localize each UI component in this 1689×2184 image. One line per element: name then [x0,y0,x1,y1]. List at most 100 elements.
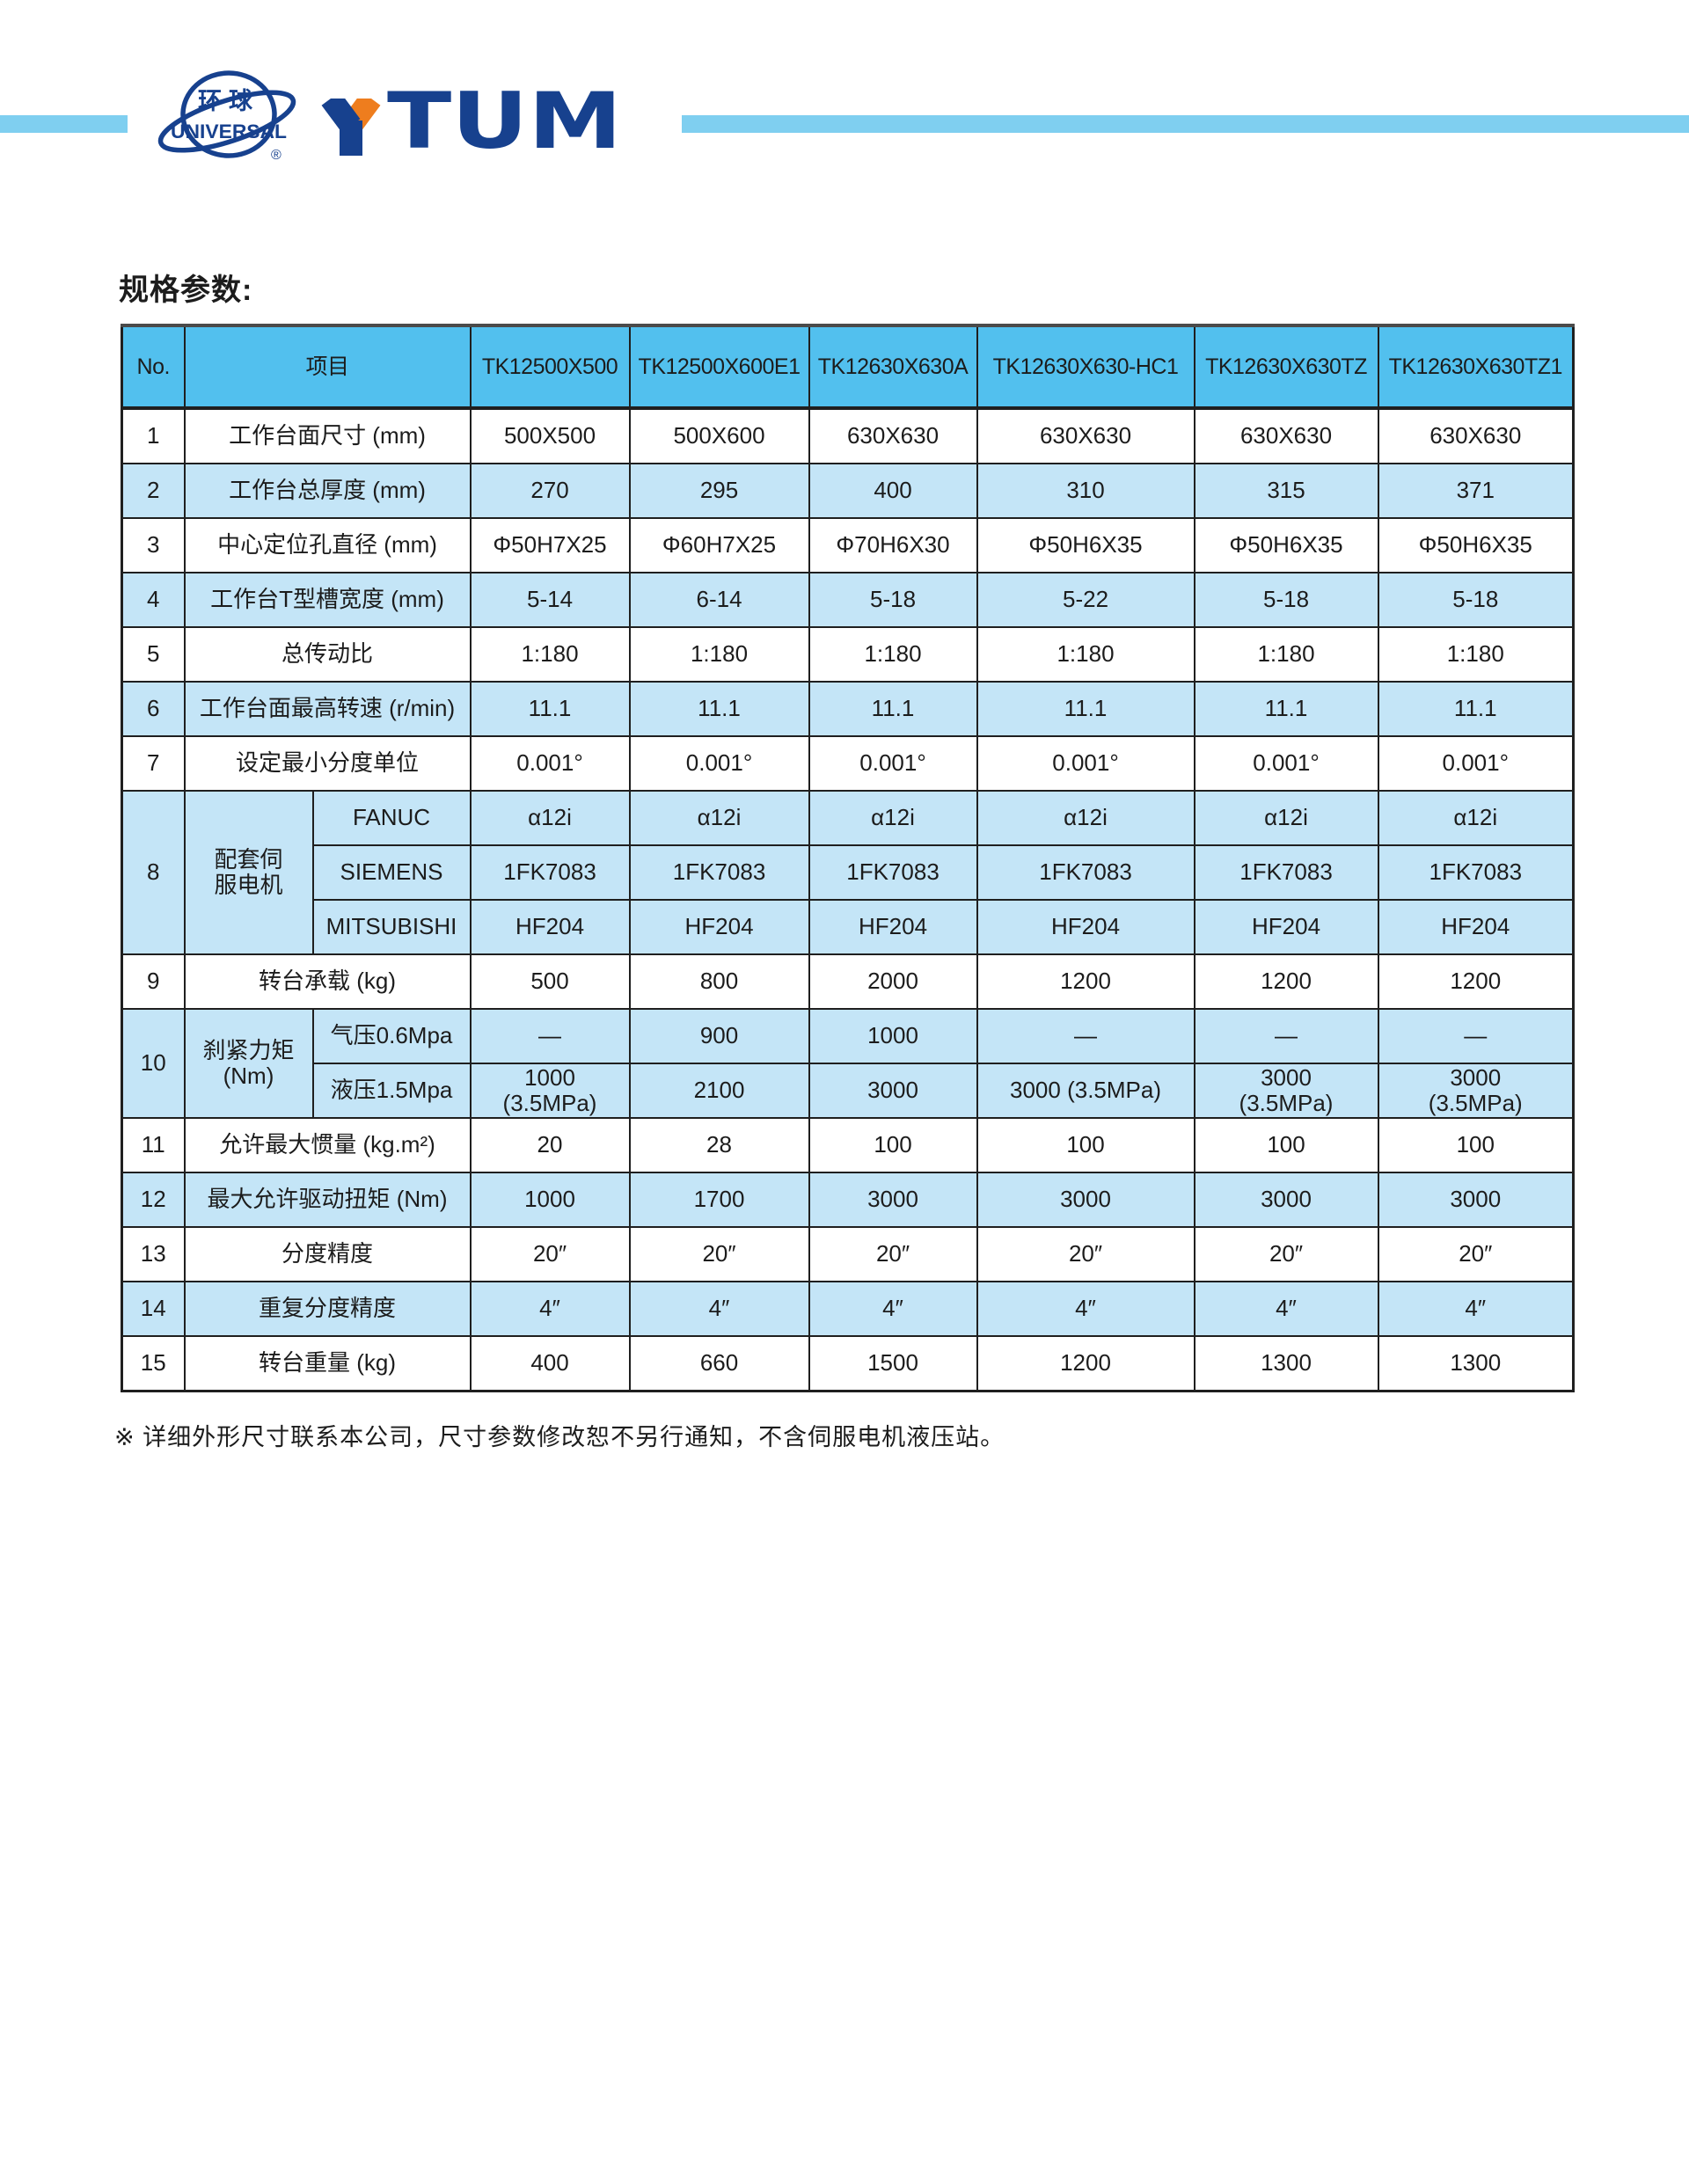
value-cell: 295 [628,463,810,519]
value-cell: 660 [628,1335,810,1392]
value-cell: 1FK7083 [976,844,1195,901]
logo-wordmark-tum: TUM [387,76,623,166]
value-cell: 1000 (3.5MPa) [469,1063,631,1119]
table-header-row: No. 项目 TK12500X500 TK12500X600E1 TK12630… [121,325,1575,410]
value-cell: 1FK7083 [628,844,810,901]
value-cell: 1700 [628,1172,810,1228]
column-header-item: 项目 [183,325,472,410]
value-cell: Φ60H7X25 [628,517,810,573]
column-header-no: No. [121,325,186,410]
value-cell: 4″ [976,1281,1195,1337]
value-cell: 11.1 [976,681,1195,737]
item-label-cell: 工作台面最高转速 (r/min) [183,681,472,737]
column-header-model2: TK12500X600E1 [628,325,810,410]
row-number-cell: 3 [121,517,186,573]
value-cell: — [976,1008,1195,1064]
table-row: 2 工作台总厚度 (mm) 270 295 400 310 315 371 [121,463,1575,519]
item-label-cell: 工作台面尺寸 (mm) [183,407,472,464]
sub-label-cell: SIEMENS [311,844,472,901]
value-cell: 0.001° [1377,735,1575,792]
value-cell: 1:180 [469,626,631,683]
row-number-cell: 11 [121,1117,186,1173]
globe-orbit-ring [157,90,296,153]
value-cell: 5-22 [976,572,1195,628]
row-number-cell: 5 [121,626,186,683]
value-cell: 1FK7083 [1377,844,1575,901]
value-cell: 1200 [1193,953,1379,1010]
value-cell: 3000 [808,1172,978,1228]
table-row: 3 中心定位孔直径 (mm) Φ50H7X25 Φ60H7X25 Φ70H6X3… [121,517,1575,573]
table-row: 14 重复分度精度 4″ 4″ 4″ 4″ 4″ 4″ [121,1281,1575,1337]
table-row: 液压1.5Mpa 1000 (3.5MPa) 2100 3000 3000 (3… [122,1063,1575,1119]
value-cell: α12i [808,790,978,846]
value-cell: 3000 (3.5MPa) [1193,1063,1379,1119]
row-number-cell: 1 [121,407,186,464]
value-cell: 1000 [808,1008,978,1064]
table-row: 6 工作台面最高转速 (r/min) 11.1 11.1 11.1 11.1 1… [121,681,1575,737]
value-cell: 3000 (3.5MPa) [1377,1063,1575,1119]
value-cell: 1:180 [808,626,978,683]
row-number-cell: 14 [121,1281,186,1337]
value-cell: 1:180 [1193,626,1379,683]
value-cell: 1:180 [1377,626,1575,683]
item-label-cell: 允许最大惯量 (kg.m²) [183,1117,472,1173]
table-row: 7 设定最小分度单位 0.001° 0.001° 0.001° 0.001° 0… [121,735,1575,792]
value-cell: 4″ [628,1281,810,1337]
value-cell: 3000 [976,1172,1195,1228]
value-cell: 4″ [1377,1281,1575,1337]
value-cell: 20″ [1377,1226,1575,1282]
group-label-cell: 刹紧力矩 (Nm) [183,1008,314,1119]
value-cell: 20″ [628,1226,810,1282]
value-cell: α12i [469,790,631,846]
y-stem [340,121,362,156]
table-row: 9 转台承载 (kg) 500 800 2000 1200 1200 1200 [121,953,1575,1010]
row-number-cell: 13 [121,1226,186,1282]
top-accent-bar-right [682,115,1689,133]
table-row: 11 允许最大惯量 (kg.m²) 20 28 100 100 100 100 [121,1117,1575,1173]
item-label-cell: 工作台T型槽宽度 (mm) [183,572,472,628]
value-cell: 1200 [976,953,1195,1010]
table-row: 5 总传动比 1:180 1:180 1:180 1:180 1:180 1:1… [121,626,1575,683]
sub-label-cell: 液压1.5Mpa [311,1063,472,1119]
value-cell: 500X500 [469,407,631,464]
table-row: 15 转台重量 (kg) 400 660 1500 1200 1300 1300 [121,1335,1575,1392]
page-title: 规格参数: [119,274,253,307]
row-number-cell: 2 [121,463,186,519]
item-label-cell: 工作台总厚度 (mm) [183,463,472,519]
registered-mark: ® [271,148,282,163]
value-cell: 630X630 [808,407,978,464]
group-label-cell: 配套伺 服电机 [183,790,314,955]
value-cell: 1000 [469,1172,631,1228]
value-cell: 1:180 [976,626,1195,683]
value-cell: 1300 [1377,1335,1575,1392]
table-row: 1 工作台面尺寸 (mm) 500X500 500X600 630X630 63… [121,407,1575,464]
value-cell: HF204 [976,899,1195,955]
value-cell: 11.1 [808,681,978,737]
value-cell: Φ50H6X35 [1377,517,1575,573]
row-number-cell: 12 [121,1172,186,1228]
column-header-model5: TK12630X630TZ [1193,325,1379,410]
value-cell: 11.1 [1377,681,1575,737]
row-number-cell: 7 [121,735,186,792]
value-cell: 5-18 [1377,572,1575,628]
table-row: 12 最大允许驱动扭矩 (Nm) 1000 1700 3000 3000 300… [121,1172,1575,1228]
logo-letter-y-icon [321,99,381,156]
table-row: MITSUBISHI HF204 HF204 HF204 HF204 HF204… [122,899,1575,955]
value-cell: HF204 [808,899,978,955]
row-number-cell: 4 [121,572,186,628]
row-number-cell: 15 [121,1335,186,1392]
globe-logo-icon: 环球 UNIVERSAL ® [157,70,296,163]
value-cell: 4″ [469,1281,631,1337]
value-cell: α12i [976,790,1195,846]
value-cell: Φ50H6X35 [1193,517,1379,573]
value-cell: 0.001° [469,735,631,792]
value-cell: 500 [469,953,631,1010]
value-cell: 100 [976,1117,1195,1173]
value-cell: 20″ [469,1226,631,1282]
globe-en-label: UNIVERSAL [171,121,287,142]
value-cell: 100 [1377,1117,1575,1173]
column-header-model6: TK12630X630TZ1 [1377,325,1575,410]
value-cell: — [1377,1008,1575,1064]
table-row: 4 工作台T型槽宽度 (mm) 5-14 6-14 5-18 5-22 5-18… [121,572,1575,628]
